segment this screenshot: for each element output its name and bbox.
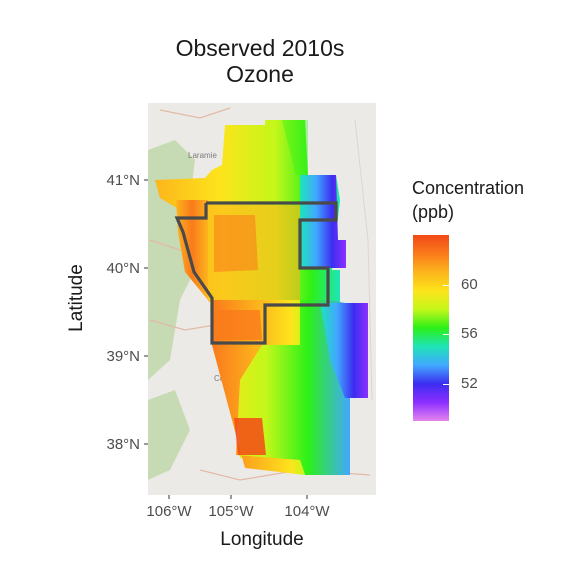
- y-tick-38n: 38°N: [106, 436, 140, 453]
- y-tick-40n: 40°N: [106, 260, 140, 277]
- basemap-label-laramie: Laramie: [188, 151, 217, 160]
- legend-tick-mark: [443, 383, 449, 385]
- y-tick-39n: 39°N: [106, 348, 140, 365]
- x-tick-106w: 106°W: [146, 503, 192, 520]
- x-tick-105w: 105°W: [208, 503, 254, 520]
- legend-tick-60: 60: [461, 275, 478, 293]
- x-tick-104w: 104°W: [284, 503, 330, 520]
- region-outline: [174, 201, 338, 345]
- legend-color-bar: [413, 235, 449, 421]
- axis-ticks: [144, 179, 308, 499]
- legend-title-line-1: Concentration: [412, 178, 525, 198]
- chart-title-line-2: Ozone: [226, 61, 294, 87]
- chart-title-line-1: Observed 2010s: [175, 35, 345, 61]
- legend-tick-mark: [443, 284, 449, 286]
- legend-tick-52: 52: [461, 374, 478, 392]
- legend-tick-56: 56: [461, 325, 478, 343]
- y-tick-41n: 41°N: [106, 172, 140, 189]
- legend-tick-mark: [443, 334, 449, 336]
- x-axis-label: Longitude: [220, 529, 303, 550]
- legend-title-line-2: (ppb): [412, 202, 455, 222]
- y-axis-label: Latitude: [66, 264, 87, 332]
